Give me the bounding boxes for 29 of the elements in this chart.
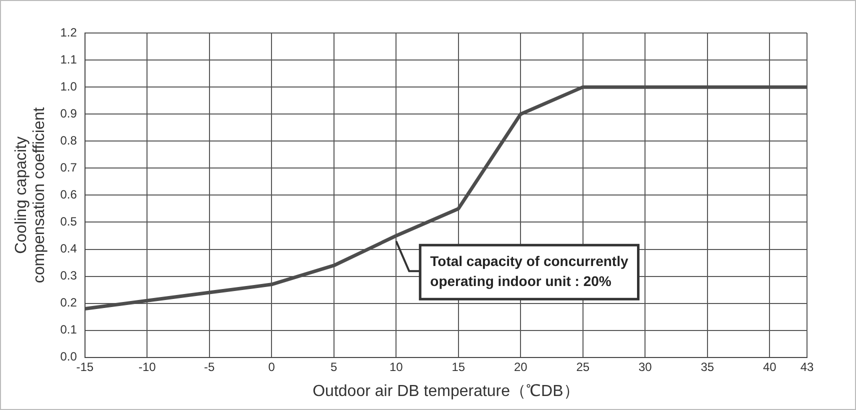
y-tick-label: 0.6: [60, 188, 78, 202]
y-tick-label: 0.2: [60, 296, 78, 310]
y-tick-label: 0.8: [60, 133, 78, 148]
y-tick-label: 0.4: [60, 242, 78, 256]
x-tick-label: 40: [762, 360, 777, 374]
x-tick-label: 0: [268, 360, 276, 374]
x-tick-label: -5: [204, 360, 216, 374]
y-tick-label: 0.3: [60, 268, 78, 283]
y-tick-label: 0.1: [60, 322, 78, 337]
x-tick-label: -15: [76, 360, 94, 374]
y-tick-label: 1.2: [60, 25, 78, 40]
x-tick-label: 25: [576, 360, 590, 374]
x-tick-label: 15: [452, 360, 466, 374]
annotation: Total capacity of concurrently operating indoor unit : 20%: [430, 253, 628, 290]
x-tick-label: 5: [330, 360, 338, 374]
y-tick-label: 1.0: [60, 79, 78, 94]
x-tick-label: 30: [638, 360, 652, 374]
x-tick-label: -10: [138, 360, 156, 374]
x-tick-label: 20: [514, 360, 528, 374]
y-tick-label: 0.5: [60, 214, 78, 229]
y-tick-label: 0.7: [60, 160, 78, 174]
y-tick-label: 1.1: [60, 52, 78, 66]
y-tick-label: 0.0: [60, 350, 78, 364]
x-tick-label: 10: [389, 360, 404, 374]
x-tick-label: 43: [800, 360, 814, 374]
y-axis-title: Cooling capacity compensation coefficient: [13, 106, 48, 284]
x-tick-label: 35: [700, 360, 714, 374]
y-tick-label: 0.9: [60, 106, 78, 120]
x-axis-title: Outdoor air DB temperature（℃DB）: [312, 382, 580, 400]
